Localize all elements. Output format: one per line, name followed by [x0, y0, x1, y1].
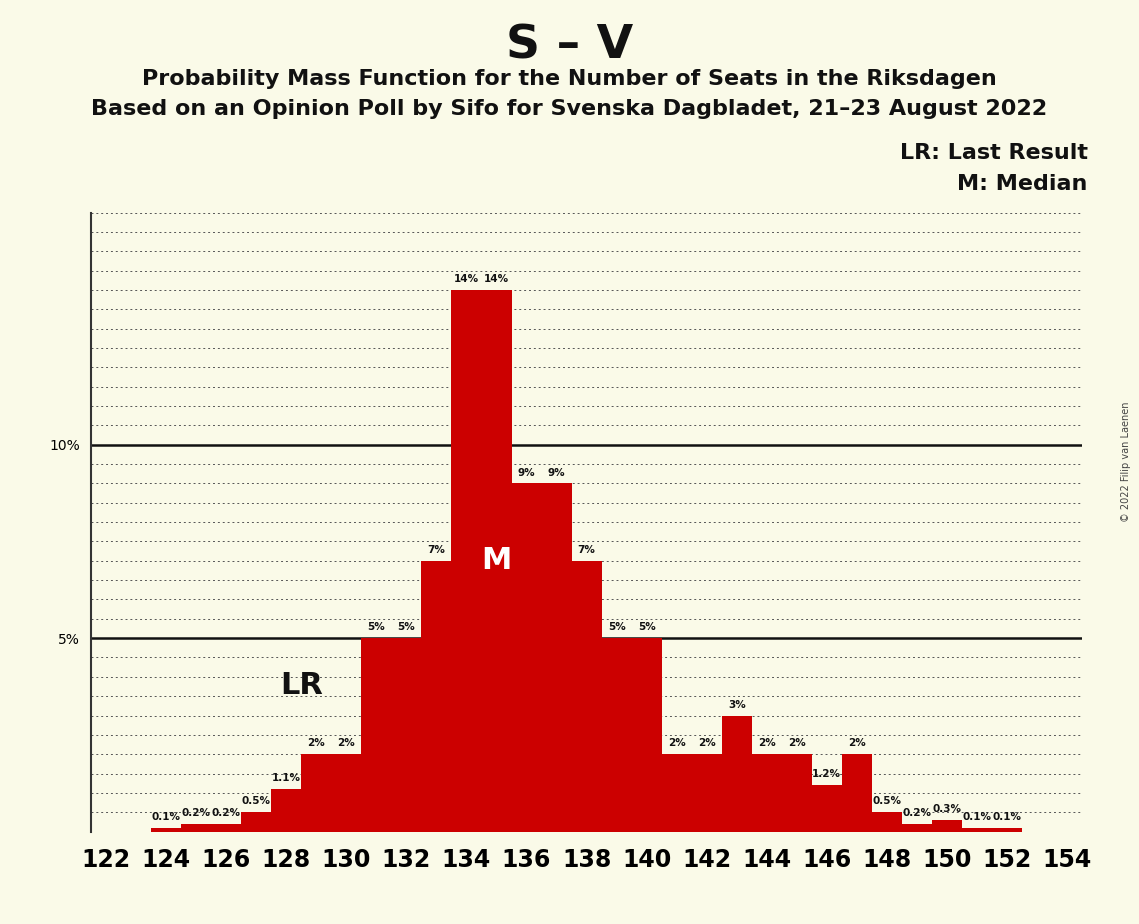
Bar — [541, 483, 572, 832]
Text: 0.2%: 0.2% — [902, 808, 932, 818]
Bar — [331, 754, 361, 832]
Text: 7%: 7% — [427, 545, 445, 555]
Text: 0.3%: 0.3% — [933, 804, 961, 814]
Bar — [691, 754, 722, 832]
Bar — [361, 638, 392, 832]
Text: 2%: 2% — [667, 738, 686, 748]
Text: Probability Mass Function for the Number of Seats in the Riksdagen: Probability Mass Function for the Number… — [142, 69, 997, 90]
Text: 2%: 2% — [757, 738, 776, 748]
Bar — [871, 812, 902, 832]
Text: 2%: 2% — [308, 738, 326, 748]
Bar — [421, 561, 451, 832]
Text: 0.1%: 0.1% — [992, 812, 1022, 822]
Bar — [781, 754, 812, 832]
Text: 2%: 2% — [337, 738, 355, 748]
Bar — [482, 290, 511, 832]
Text: 1.1%: 1.1% — [272, 773, 301, 784]
Bar — [211, 824, 241, 832]
Bar — [902, 824, 932, 832]
Text: 14%: 14% — [454, 274, 480, 284]
Bar — [302, 754, 331, 832]
Text: M: M — [482, 546, 511, 576]
Bar — [842, 754, 871, 832]
Bar — [752, 754, 781, 832]
Text: 5%: 5% — [398, 623, 416, 632]
Text: 9%: 9% — [548, 468, 565, 478]
Text: LR: LR — [280, 671, 322, 700]
Text: 3%: 3% — [728, 699, 746, 710]
Bar — [181, 824, 211, 832]
Text: 2%: 2% — [847, 738, 866, 748]
Bar — [451, 290, 482, 832]
Bar — [241, 812, 271, 832]
Text: 0.5%: 0.5% — [872, 796, 901, 807]
Bar — [722, 715, 752, 832]
Bar — [632, 638, 662, 832]
Text: 5%: 5% — [608, 623, 625, 632]
Bar — [962, 828, 992, 832]
Bar — [271, 789, 302, 832]
Text: 7%: 7% — [577, 545, 596, 555]
Text: 0.1%: 0.1% — [962, 812, 991, 822]
Bar — [572, 561, 601, 832]
Bar — [601, 638, 632, 832]
Text: 5%: 5% — [638, 623, 656, 632]
Text: 2%: 2% — [698, 738, 715, 748]
Text: M: Median: M: Median — [958, 174, 1088, 194]
Text: Based on an Opinion Poll by Sifo for Svenska Dagbladet, 21–23 August 2022: Based on an Opinion Poll by Sifo for Sve… — [91, 99, 1048, 119]
Bar — [662, 754, 691, 832]
Text: 0.2%: 0.2% — [182, 808, 211, 818]
Bar — [151, 828, 181, 832]
Text: 0.2%: 0.2% — [212, 808, 240, 818]
Text: 0.5%: 0.5% — [241, 796, 271, 807]
Bar — [511, 483, 541, 832]
Text: 14%: 14% — [484, 274, 509, 284]
Bar — [992, 828, 1022, 832]
Text: 2%: 2% — [788, 738, 805, 748]
Text: 5%: 5% — [368, 623, 385, 632]
Bar — [812, 785, 842, 832]
Bar — [932, 820, 962, 832]
Text: S – V: S – V — [506, 23, 633, 68]
Text: LR: Last Result: LR: Last Result — [900, 143, 1088, 164]
Text: 1.2%: 1.2% — [812, 770, 842, 779]
Bar — [392, 638, 421, 832]
Text: 0.1%: 0.1% — [151, 812, 181, 822]
Text: 9%: 9% — [518, 468, 535, 478]
Text: © 2022 Filip van Laenen: © 2022 Filip van Laenen — [1121, 402, 1131, 522]
